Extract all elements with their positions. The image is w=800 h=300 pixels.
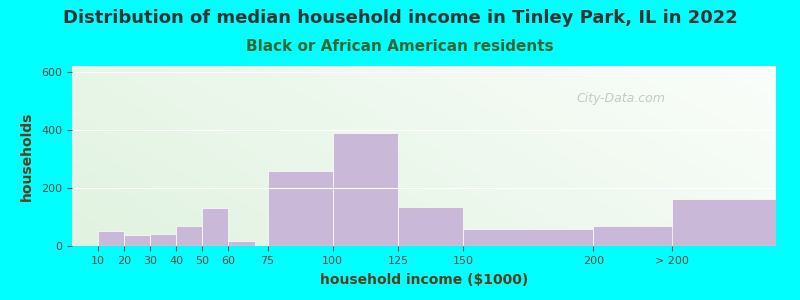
Bar bbox=[333, 133, 398, 246]
Bar bbox=[202, 208, 229, 246]
Text: Black or African American residents: Black or African American residents bbox=[246, 39, 554, 54]
Bar bbox=[672, 199, 800, 246]
Bar bbox=[176, 226, 202, 246]
Bar bbox=[463, 229, 594, 246]
Bar bbox=[594, 226, 724, 246]
Bar bbox=[267, 170, 333, 246]
Bar bbox=[124, 235, 150, 246]
Y-axis label: households: households bbox=[20, 111, 34, 201]
Text: Distribution of median household income in Tinley Park, IL in 2022: Distribution of median household income … bbox=[62, 9, 738, 27]
Bar bbox=[229, 241, 254, 246]
Text: City-Data.com: City-Data.com bbox=[577, 92, 666, 105]
Bar bbox=[98, 231, 124, 246]
X-axis label: household income ($1000): household income ($1000) bbox=[320, 273, 528, 287]
Bar bbox=[150, 234, 176, 246]
Bar bbox=[398, 207, 463, 246]
